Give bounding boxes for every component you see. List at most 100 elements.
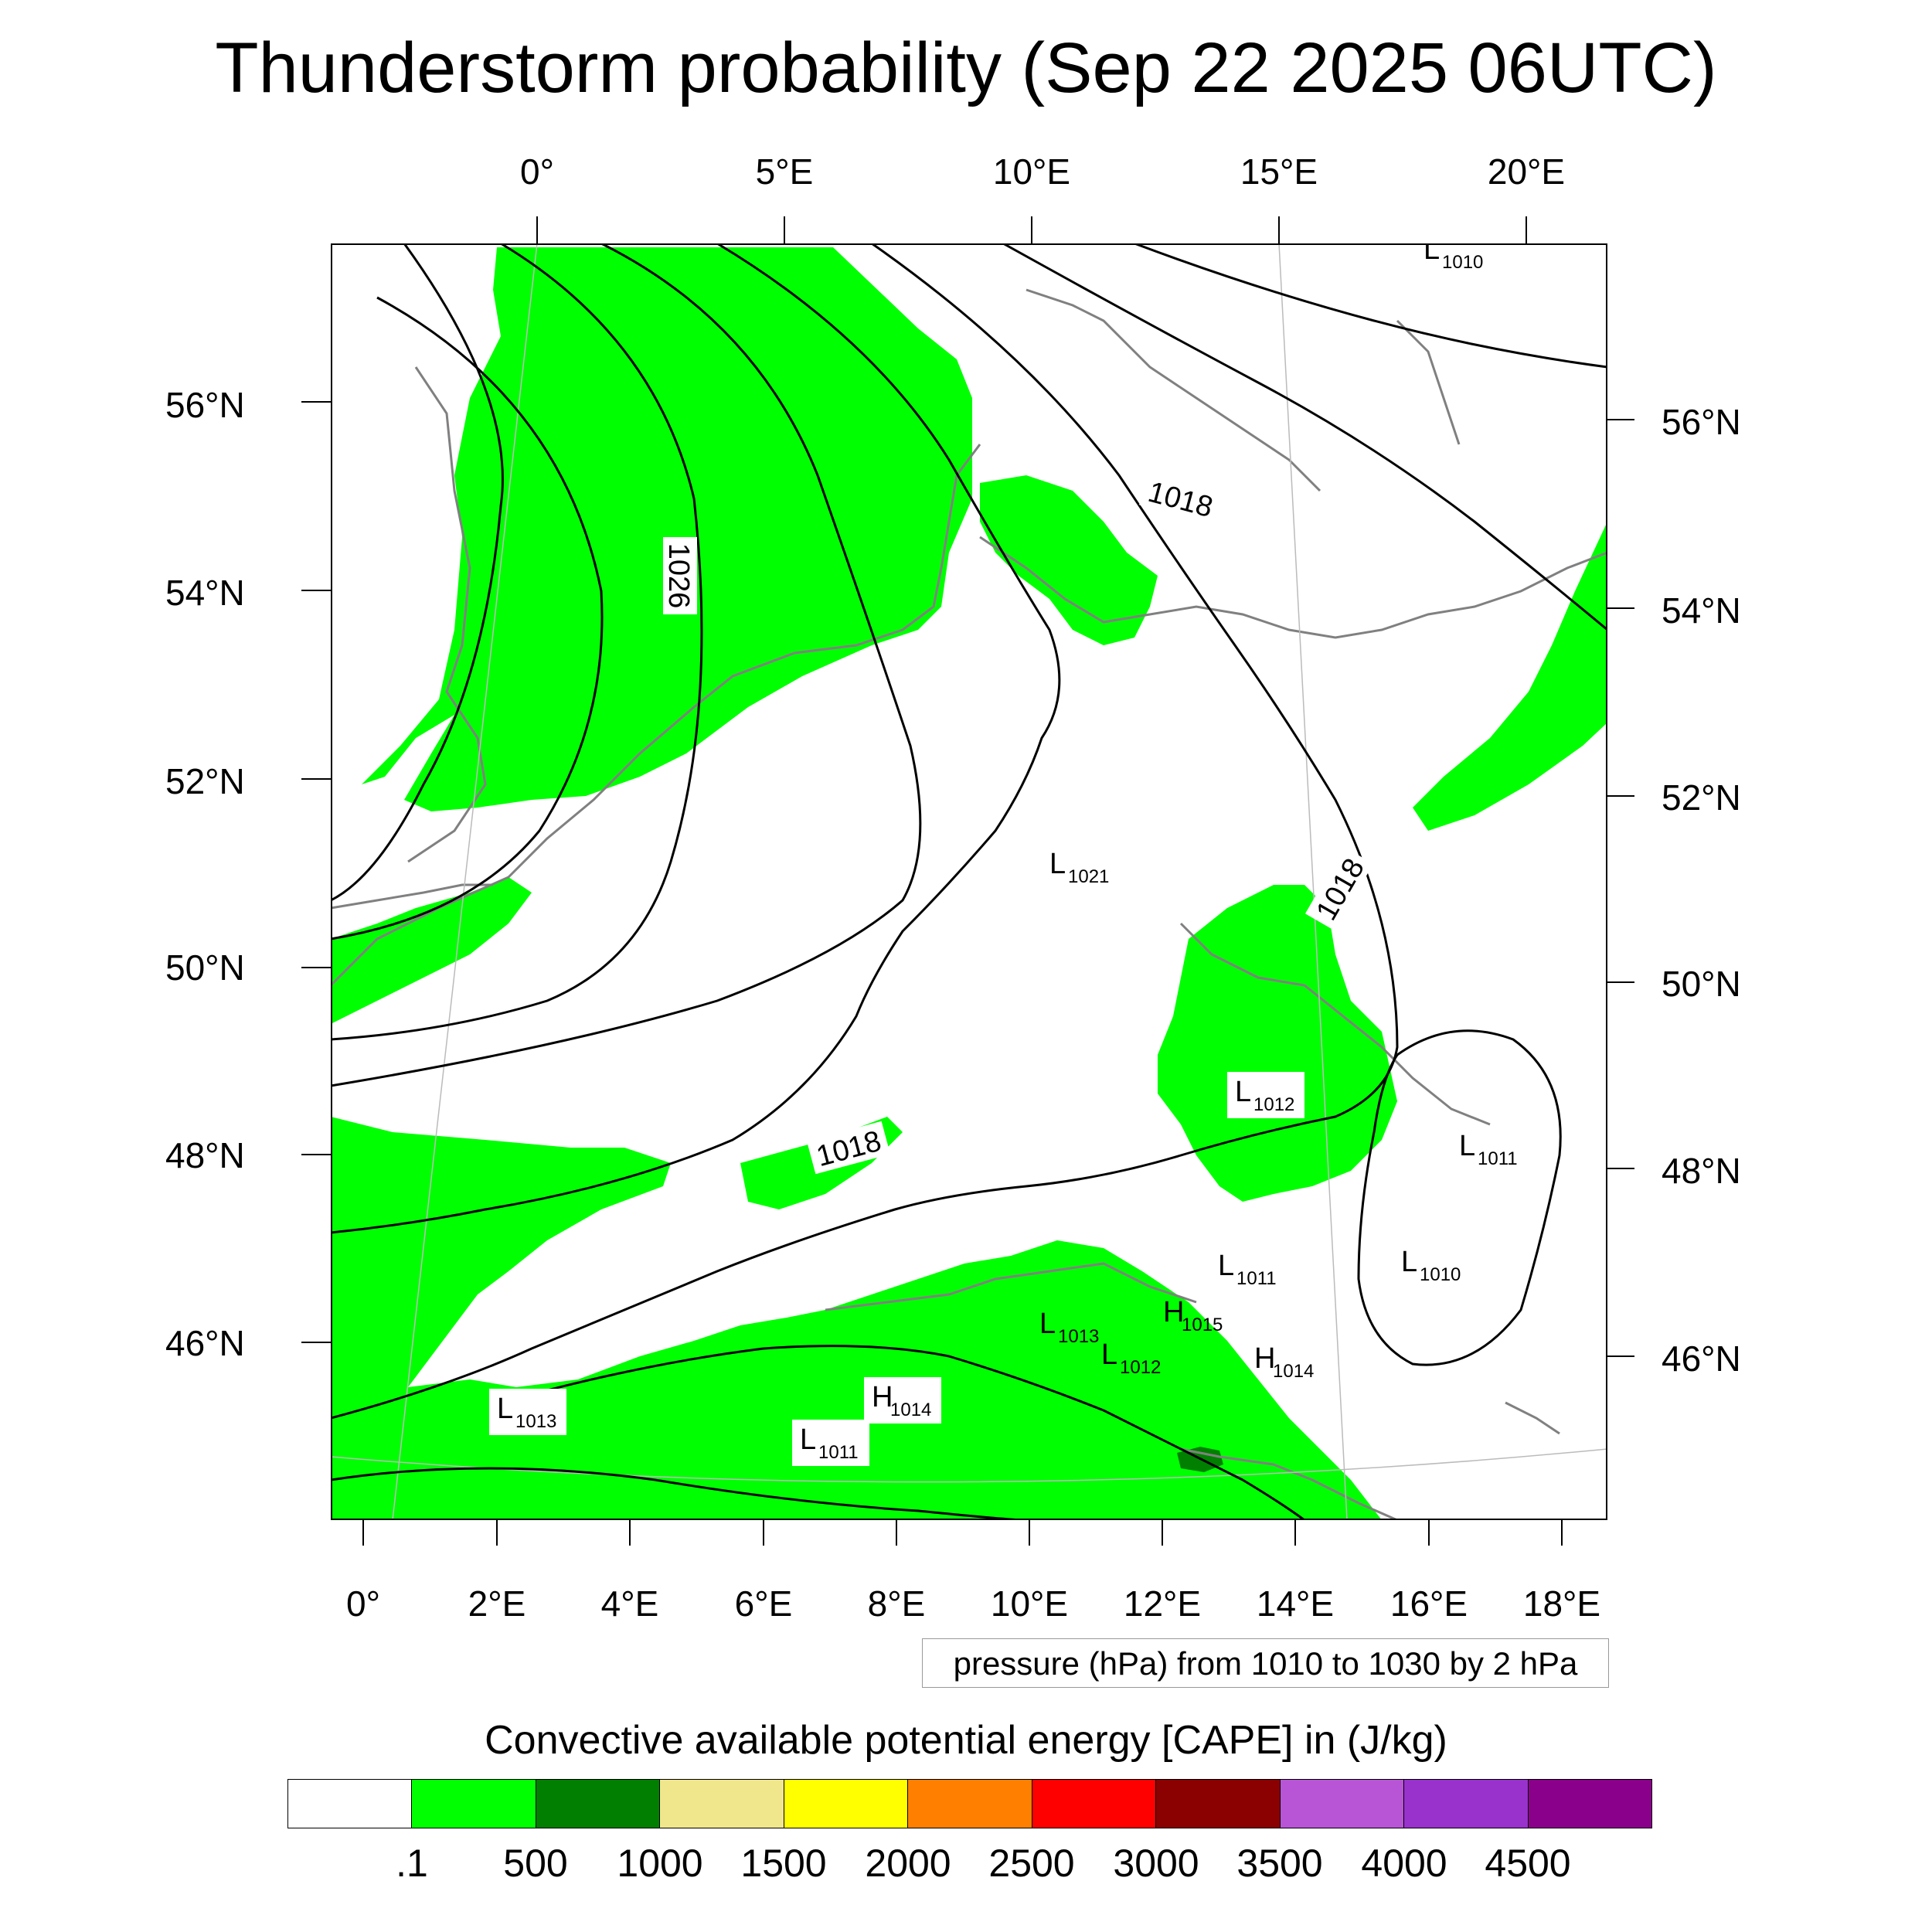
colorbar-label: 2000	[865, 1842, 951, 1885]
graticule-layer	[331, 243, 1607, 1520]
svg-text:1013: 1013	[515, 1411, 556, 1432]
isobar-1022	[331, 243, 922, 1087]
colorbar	[287, 1779, 1652, 1828]
bottom-lon-label: 18°E	[1522, 1583, 1601, 1624]
colorbar-swatch	[1280, 1780, 1405, 1828]
svg-text:1014: 1014	[890, 1400, 931, 1420]
svg-text:L: L	[1401, 1246, 1417, 1278]
colorbar-swatch	[784, 1780, 909, 1828]
isobar-1016	[1002, 243, 1607, 631]
svg-text:1012: 1012	[1120, 1357, 1161, 1378]
svg-text:1026: 1026	[662, 543, 695, 609]
coastline-gotland	[1396, 319, 1461, 445]
colorbar-label: .1	[396, 1842, 428, 1885]
isobar-italy	[331, 1467, 1027, 1520]
right-lat-label: 46°N	[1662, 1338, 1741, 1379]
meridian-15e	[1278, 243, 1348, 1520]
coastline-continent	[331, 444, 981, 987]
pressure-center: H 1015	[1163, 1296, 1223, 1335]
bottom-lon-label: 10°E	[990, 1583, 1069, 1624]
svg-text:H: H	[1163, 1296, 1184, 1328]
bottom-lon-label: 12°E	[1123, 1583, 1202, 1624]
isobar-label-layer: 1026 1018 1018 1018	[662, 471, 1374, 1175]
top-lon-label: 0°	[520, 151, 554, 192]
map-frame	[331, 243, 1607, 1520]
top-lon-label: 20°E	[1487, 151, 1566, 192]
pressure-center: L 1011	[792, 1420, 869, 1466]
right-lat-label: 56°N	[1662, 402, 1741, 442]
bottom-lon-label: 0°	[346, 1583, 380, 1624]
right-lat-label: 48°N	[1662, 1151, 1741, 1191]
colorbar-label: 500	[503, 1842, 568, 1885]
isobar-alps	[500, 1345, 1305, 1520]
pressure-center: L 1011	[1459, 1130, 1518, 1169]
border-alps	[825, 1262, 1197, 1311]
colorbar-swatch	[660, 1780, 784, 1828]
svg-text:L: L	[1423, 243, 1440, 266]
border-central-europe	[1179, 922, 1491, 1126]
colorbar-swatch	[1404, 1780, 1529, 1828]
chart-title: Thunderstorm probability (Sep 22 2025 06…	[215, 29, 1717, 107]
pressure-center: L 1012	[1227, 1072, 1304, 1118]
right-lat-label: 50°N	[1662, 964, 1741, 1004]
colorbar-swatch	[536, 1780, 661, 1828]
left-lat-label: 46°N	[165, 1323, 245, 1363]
right-lat-label: 52°N	[1662, 777, 1741, 818]
colorbar-swatch	[1156, 1780, 1281, 1828]
svg-text:L: L	[800, 1423, 816, 1456]
svg-text:H: H	[1254, 1342, 1275, 1375]
pressure-contour-note: pressure (hPa) from 1010 to 1030 by 2 hP…	[922, 1638, 1609, 1688]
colorbar-swatch	[1528, 1780, 1651, 1828]
colorbar-swatch	[908, 1780, 1032, 1828]
svg-text:L: L	[1218, 1250, 1234, 1282]
cape-area-bohemia	[1158, 885, 1397, 1202]
top-lon-label: 15°E	[1240, 151, 1318, 192]
bottom-lon-label: 14°E	[1256, 1583, 1335, 1624]
svg-text:1010: 1010	[1420, 1264, 1461, 1285]
isobar-label-1026: 1026	[662, 537, 697, 614]
bottom-lon-label: 4°E	[600, 1583, 659, 1624]
colorbar-label: 4500	[1485, 1842, 1571, 1885]
pressure-center: H 1014	[1254, 1342, 1314, 1382]
isobar-1026b	[331, 296, 604, 940]
svg-text:1015: 1015	[1182, 1315, 1223, 1335]
isobar-1026	[331, 243, 504, 902]
coastline-britain-south	[331, 883, 493, 910]
colorbar-swatch	[288, 1780, 413, 1828]
bottom-lon-label: 8°E	[867, 1583, 926, 1624]
colorbar-label: 1000	[617, 1842, 703, 1885]
colorbar-label: 3500	[1236, 1842, 1323, 1885]
isobar-1020	[331, 243, 1061, 1234]
svg-text:1012: 1012	[1253, 1094, 1294, 1115]
coastline-sweden	[1026, 288, 1321, 492]
cape-area-denmark	[980, 475, 1158, 645]
svg-text:1011: 1011	[1478, 1148, 1518, 1169]
pressure-center: L 1012	[1101, 1338, 1161, 1378]
left-lat-label: 52°N	[165, 761, 245, 801]
top-lon-label: 10°E	[992, 151, 1071, 192]
isobar-layer	[331, 243, 1607, 1520]
colorbar-swatch	[412, 1780, 536, 1828]
pressure-center: L 1010	[1423, 243, 1483, 273]
isobar-1024	[331, 243, 703, 1041]
map-panel: 1026 1018 1018 1018 L 1010 L 10	[331, 243, 1607, 1520]
cape-area-north-sea	[362, 247, 972, 811]
svg-text:L: L	[497, 1393, 513, 1425]
right-lat-label: 54°N	[1662, 590, 1741, 631]
pressure-center: L 1013	[1039, 1308, 1099, 1347]
colorbar-label: 4000	[1361, 1842, 1447, 1885]
left-lat-label: 50°N	[165, 947, 245, 988]
pressure-center-layer: L 1010 L 1021 L 1012 L 1011 L 1010 L	[489, 243, 1518, 1466]
svg-text:L: L	[1101, 1338, 1117, 1371]
svg-text:L: L	[1235, 1076, 1251, 1108]
left-lat-label: 48°N	[165, 1135, 245, 1175]
svg-text:1011: 1011	[1236, 1268, 1277, 1289]
coastline-baltic-south	[979, 536, 1607, 639]
svg-text:1011: 1011	[818, 1442, 859, 1463]
left-lat-label: 56°N	[165, 385, 245, 425]
svg-text:1021: 1021	[1068, 866, 1109, 887]
bottom-lon-label: 16°E	[1389, 1583, 1468, 1624]
colorbar-label: 2500	[988, 1842, 1075, 1885]
bottom-lon-label: 6°E	[734, 1583, 793, 1624]
